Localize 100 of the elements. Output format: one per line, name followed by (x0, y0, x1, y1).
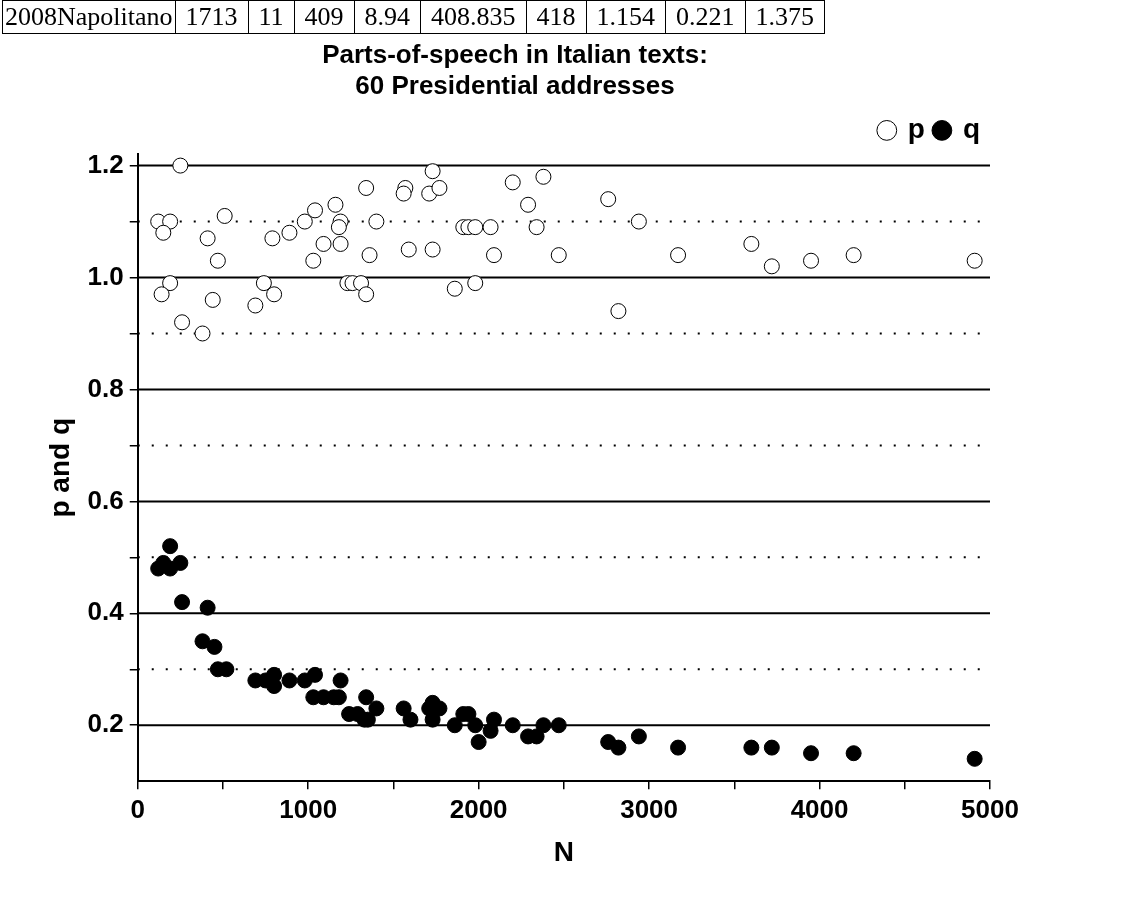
y-tick-label: 0.4 (87, 596, 125, 627)
point (332, 672, 349, 689)
point (535, 168, 552, 185)
point (204, 291, 221, 308)
point (600, 191, 617, 208)
point (153, 286, 170, 303)
point (172, 157, 189, 174)
point (610, 303, 627, 320)
point (424, 163, 441, 180)
point (330, 219, 347, 236)
point (431, 179, 448, 196)
point (155, 224, 172, 241)
point (296, 213, 313, 230)
y-tick-label: 1.2 (87, 148, 124, 179)
point (845, 247, 862, 264)
point (550, 247, 567, 264)
point (485, 711, 502, 728)
y-tick-label: 0.8 (87, 372, 124, 403)
point (763, 739, 780, 756)
point (803, 252, 820, 269)
point (216, 207, 233, 224)
point (470, 734, 487, 751)
point (247, 297, 264, 314)
text: 408.835 (420, 0, 527, 34)
point (446, 280, 463, 297)
x-tick-label: 0 (130, 793, 145, 824)
x-tick-label: 3000 (620, 793, 679, 824)
point (630, 728, 647, 745)
y-axis-title: p and q (43, 418, 75, 518)
point (803, 745, 820, 762)
point (162, 538, 179, 555)
point (743, 739, 760, 756)
point (610, 739, 627, 756)
text: 1.154 (586, 0, 666, 34)
point (743, 235, 760, 252)
point (307, 202, 324, 219)
point (264, 230, 281, 247)
y-tick-label: 0.2 (87, 708, 124, 739)
point (332, 235, 349, 252)
point (482, 219, 499, 236)
point (358, 689, 375, 706)
text: 2008Napolitano (2, 0, 176, 34)
point (485, 247, 502, 264)
point (368, 213, 385, 230)
point (395, 185, 412, 202)
point (305, 252, 322, 269)
point (845, 745, 862, 762)
point (763, 258, 780, 275)
text: 1713 (175, 0, 249, 34)
point (162, 275, 179, 292)
legend-label: q (962, 113, 981, 145)
point (966, 252, 983, 269)
legend-label: p (907, 113, 925, 145)
point (307, 666, 324, 683)
text: 60 Presidential addresses (355, 69, 675, 100)
point (446, 717, 463, 734)
point (209, 252, 226, 269)
point (266, 286, 283, 303)
text: 418 (526, 0, 587, 34)
text: 11 (248, 0, 295, 34)
point (467, 275, 484, 292)
text: 409 (294, 0, 355, 34)
x-tick-label: 5000 (961, 793, 1019, 824)
point (199, 599, 216, 616)
text: 0.221 (665, 0, 746, 34)
point (550, 717, 567, 734)
point (361, 247, 378, 264)
point (206, 638, 223, 655)
point (281, 224, 298, 241)
point (368, 700, 385, 717)
point (358, 179, 375, 196)
point (150, 560, 167, 577)
point (174, 314, 191, 331)
x-tick-label: 1000 (279, 793, 338, 824)
text: Parts-of-speech in Italian texts: (322, 38, 708, 69)
point (966, 750, 983, 767)
point (194, 325, 211, 342)
point (194, 633, 211, 650)
point (424, 241, 441, 258)
point (535, 717, 552, 734)
point (358, 286, 375, 303)
point (199, 230, 216, 247)
point (630, 213, 647, 230)
x-tick-label: 4000 (790, 793, 849, 824)
point (504, 174, 521, 191)
y-tick-label: 1.0 (87, 260, 124, 291)
point (162, 213, 179, 230)
point (467, 717, 484, 734)
point (281, 672, 298, 689)
point (670, 247, 687, 264)
point (327, 196, 344, 213)
point (402, 711, 419, 728)
point (504, 717, 521, 734)
x-tick-label: 2000 (449, 793, 508, 824)
text: 8.94 (354, 0, 421, 34)
point (528, 219, 545, 236)
point (174, 594, 191, 611)
point (520, 196, 537, 213)
text: 1.375 (745, 0, 825, 34)
point (467, 219, 484, 236)
